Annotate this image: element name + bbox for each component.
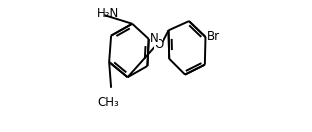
Text: N: N bbox=[150, 32, 159, 45]
Text: H₂N: H₂N bbox=[97, 7, 119, 20]
Text: O: O bbox=[154, 38, 163, 51]
Text: Br: Br bbox=[207, 30, 220, 43]
Text: CH₃: CH₃ bbox=[98, 96, 119, 109]
